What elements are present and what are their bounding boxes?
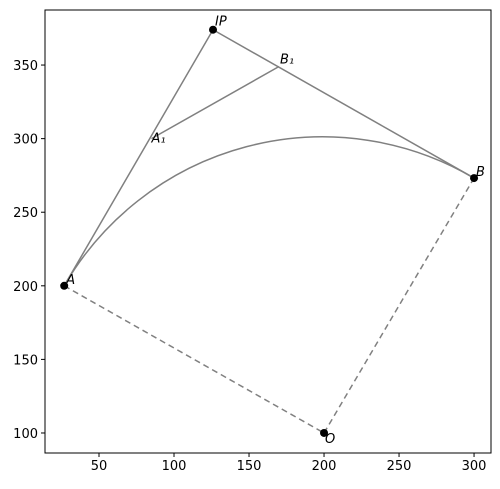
segment <box>63 29 214 287</box>
point <box>470 174 479 183</box>
segment <box>212 29 475 179</box>
dashed-segment <box>63 285 325 434</box>
x-tick-label: 50 <box>91 459 108 474</box>
y-tick-label: 300 <box>13 133 38 148</box>
point-label: IP <box>215 15 227 30</box>
point <box>60 281 69 290</box>
ticks: 50 100 150 200 250 300 100 150 200 250 300 350 <box>13 59 487 474</box>
y-tick-label: 100 <box>13 427 38 442</box>
y-tick-label: 250 <box>13 206 38 221</box>
point-label: B₁ <box>280 53 294 68</box>
x-tick-label: 250 <box>387 459 412 474</box>
y-tick-label: 200 <box>13 280 38 295</box>
dashed-segment <box>323 177 475 434</box>
plot-area <box>60 25 479 437</box>
y-tick-label: 150 <box>13 353 38 368</box>
point <box>320 428 329 437</box>
x-tick-label: 150 <box>237 459 262 474</box>
point <box>209 25 218 34</box>
y-tick-label: 350 <box>13 59 38 74</box>
axes-frame <box>44 9 492 454</box>
point-label: B <box>476 165 485 180</box>
point-labels: A IP B O A₁ B₁ <box>65 15 485 447</box>
segment <box>151 65 280 140</box>
x-tick-label: 300 <box>462 459 487 474</box>
arc <box>63 136 475 287</box>
point-label: O <box>325 432 335 447</box>
x-tick-label: 200 <box>312 459 337 474</box>
point-label: A <box>65 273 75 288</box>
x-tick-label: 100 <box>162 459 187 474</box>
point-label: A₁ <box>151 132 166 147</box>
